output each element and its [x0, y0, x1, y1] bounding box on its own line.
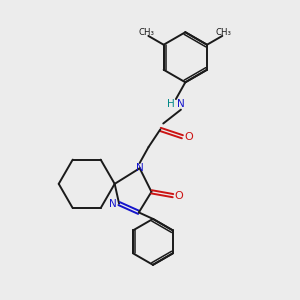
Text: N: N: [136, 163, 144, 173]
Text: CH₃: CH₃: [139, 28, 155, 37]
Text: N: N: [109, 199, 117, 209]
Text: O: O: [175, 190, 183, 201]
Text: O: O: [184, 132, 193, 142]
Text: CH₃: CH₃: [216, 28, 232, 37]
Text: H: H: [167, 99, 175, 110]
Text: N: N: [177, 99, 185, 110]
